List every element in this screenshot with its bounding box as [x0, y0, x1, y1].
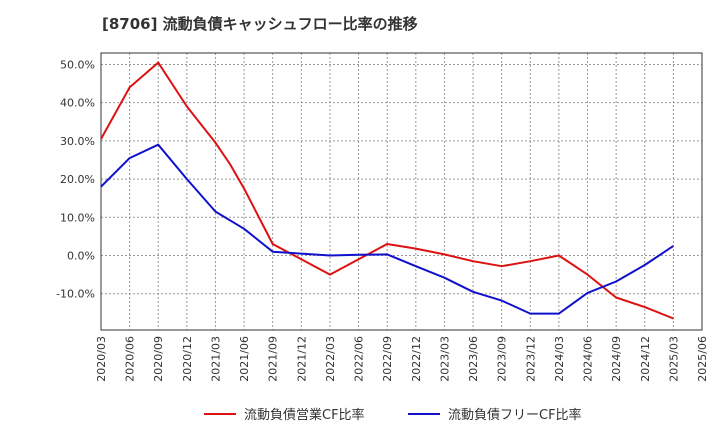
x-tick-label: 2020/03 — [95, 336, 108, 382]
y-tick-label: 20.0% — [60, 173, 95, 186]
x-tick-label: 2023/09 — [496, 336, 509, 382]
x-tick-label: 2023/03 — [438, 336, 451, 382]
x-tick-label: 2024/03 — [553, 336, 566, 382]
legend-label-2: 流動負債フリーCF比率 — [448, 407, 582, 423]
x-tick-label: 2022/12 — [410, 336, 423, 382]
y-tick-label: 10.0% — [60, 211, 95, 224]
x-tick-label: 2022/03 — [324, 336, 337, 382]
x-tick-label: 2022/06 — [353, 336, 366, 382]
series-line-2 — [100, 143, 674, 315]
x-tick-label: 2020/06 — [124, 336, 137, 382]
x-tick-label: 2024/09 — [610, 336, 623, 382]
x-tick-label: 2025/06 — [696, 336, 709, 382]
x-tick-label: 2021/03 — [209, 336, 222, 382]
y-tick-label: 40.0% — [60, 97, 95, 110]
x-tick-label: 2021/09 — [267, 336, 280, 382]
y-tick-label: 30.0% — [60, 135, 95, 148]
y-tick-label: -10.0% — [56, 288, 95, 301]
x-tick-label: 2024/06 — [582, 336, 595, 382]
x-tick-label: 2020/09 — [152, 336, 165, 382]
x-tick-label: 2021/06 — [238, 336, 251, 382]
x-tick-label: 2020/12 — [181, 336, 194, 382]
x-tick-label: 2025/03 — [667, 336, 680, 382]
y-tick-label: 0.0% — [67, 249, 95, 262]
x-tick-label: 2024/12 — [639, 336, 652, 382]
series-line-1 — [100, 61, 674, 320]
x-tick-label: 2021/12 — [295, 336, 308, 382]
y-tick-label: 50.0% — [60, 58, 95, 71]
chart-title: [8706] 流動負債キャッシュフロー比率の推移 — [102, 15, 418, 33]
plot-border — [100, 52, 703, 331]
x-tick-label: 2023/06 — [467, 336, 480, 382]
x-tick-label: 2023/12 — [524, 336, 537, 382]
x-tick-label: 2022/09 — [381, 336, 394, 382]
legend-label-1: 流動負債営業CF比率 — [244, 407, 365, 423]
